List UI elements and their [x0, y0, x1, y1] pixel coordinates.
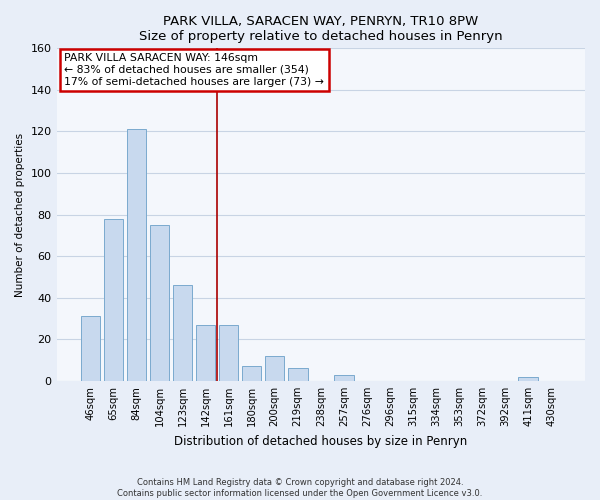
Y-axis label: Number of detached properties: Number of detached properties: [15, 132, 25, 296]
Title: PARK VILLA, SARACEN WAY, PENRYN, TR10 8PW
Size of property relative to detached : PARK VILLA, SARACEN WAY, PENRYN, TR10 8P…: [139, 15, 503, 43]
Bar: [104, 219, 123, 381]
Bar: [265, 356, 284, 381]
Bar: [196, 325, 215, 381]
Bar: [288, 368, 308, 381]
Bar: [518, 377, 538, 381]
Bar: [149, 225, 169, 381]
Bar: [242, 366, 262, 381]
Bar: [173, 286, 193, 381]
Text: PARK VILLA SARACEN WAY: 146sqm
← 83% of detached houses are smaller (354)
17% of: PARK VILLA SARACEN WAY: 146sqm ← 83% of …: [64, 54, 325, 86]
Bar: [219, 325, 238, 381]
Text: Contains HM Land Registry data © Crown copyright and database right 2024.
Contai: Contains HM Land Registry data © Crown c…: [118, 478, 482, 498]
Bar: [334, 374, 353, 381]
Bar: [80, 316, 100, 381]
Bar: [127, 130, 146, 381]
X-axis label: Distribution of detached houses by size in Penryn: Distribution of detached houses by size …: [174, 434, 467, 448]
